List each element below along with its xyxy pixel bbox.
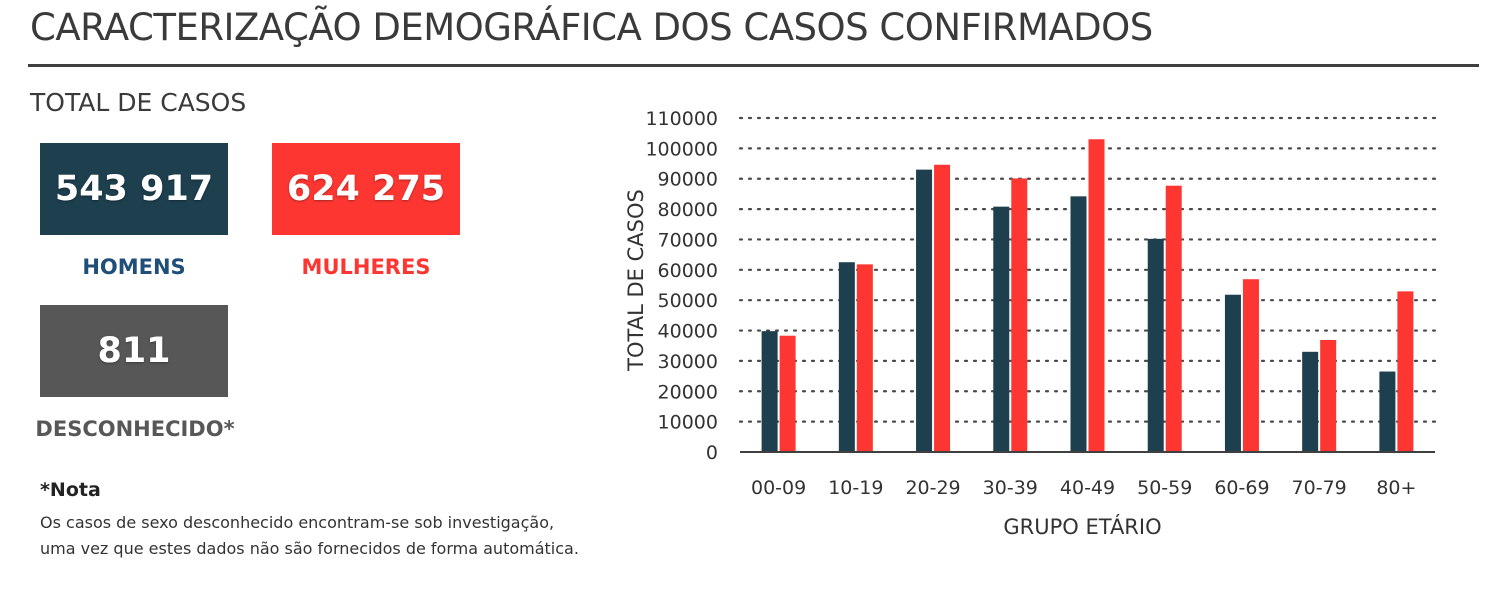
bar-series-1-00-09: [761, 331, 778, 452]
bar-series-1-60-69: [1224, 294, 1241, 452]
total-cases-heading: TOTAL DE CASOS: [30, 88, 247, 117]
bar-series-1-10-19: [838, 262, 855, 452]
x-tick-label: 20-29: [905, 477, 960, 499]
y-tick-label: 80000: [658, 199, 718, 221]
chart-bars: [761, 139, 1414, 453]
bar-series-1-20-29: [916, 169, 933, 453]
y-tick-label: 100000: [645, 138, 718, 160]
bar-series-1-80+: [1379, 371, 1396, 452]
note-text: Os casos de sexo desconhecido encontram-…: [40, 510, 620, 562]
note-line-1: Os casos de sexo desconhecido encontram-…: [40, 513, 555, 532]
y-axis-ticks: 0 10000 20000 30000 40000 50000 60000 70000 8000…: [645, 108, 718, 464]
bar-series-2-60-69: [1242, 279, 1259, 452]
y-tick-label: 10000: [658, 412, 718, 434]
unknown-total-box: 811: [40, 305, 228, 397]
y-tick-label: 70000: [658, 229, 718, 251]
bar-series-2-40-49: [1088, 139, 1105, 452]
bar-series-2-80+: [1397, 291, 1414, 452]
y-tick-label: 60000: [658, 260, 718, 282]
x-tick-label: 80+: [1376, 477, 1416, 499]
y-tick-label: 50000: [658, 290, 718, 312]
y-tick-label: 0: [706, 442, 718, 464]
x-tick-label: 30-39: [983, 477, 1038, 499]
men-total-box: 543 917: [40, 143, 228, 235]
page-title: CARACTERIZAÇÃO DEMOGRÁFICA DOS CASOS CON…: [30, 6, 1153, 49]
x-tick-label: 10-19: [828, 477, 883, 499]
x-tick-label: 60-69: [1214, 477, 1269, 499]
y-axis-label: TOTAL DE CASOS: [624, 189, 648, 372]
y-tick-label: 90000: [658, 169, 718, 191]
x-axis-label: GRUPO ETÁRIO: [1003, 514, 1161, 539]
women-label: MULHERES: [301, 255, 431, 279]
bar-series-2-50-59: [1165, 185, 1182, 452]
bar-series-2-30-39: [1011, 178, 1028, 452]
x-tick-label: 00-09: [751, 477, 806, 499]
bar-series-2-00-09: [779, 335, 796, 452]
x-tick-label: 50-59: [1137, 477, 1192, 499]
bar-series-2-20-29: [934, 164, 951, 452]
age-group-bar-chart: 0 10000 20000 30000 40000 50000 60000 70000 8000…: [624, 108, 1437, 539]
title-divider: [28, 64, 1479, 67]
bar-series-1-70-79: [1302, 351, 1319, 452]
x-tick-label: 70-79: [1292, 477, 1347, 499]
y-tick-label: 40000: [658, 321, 718, 343]
bar-series-1-30-39: [993, 206, 1010, 452]
y-tick-label: 20000: [658, 381, 718, 403]
women-total-box: 624 275: [272, 143, 460, 235]
men-label: HOMENS: [82, 255, 186, 279]
note-title: *Nota: [40, 479, 101, 501]
y-tick-label: 30000: [658, 351, 718, 373]
bar-series-1-40-49: [1070, 196, 1087, 452]
note-line-2: uma vez que estes dados não são fornecid…: [40, 539, 579, 558]
bar-series-2-70-79: [1320, 339, 1337, 452]
bar-series-1-50-59: [1147, 238, 1164, 452]
x-tick-label: 40-49: [1060, 477, 1115, 499]
bar-series-2-10-19: [856, 264, 873, 452]
unknown-label: DESCONHECIDO*: [35, 417, 235, 441]
y-tick-label: 110000: [645, 108, 718, 130]
x-axis-ticks: 00-09 10-19 20-29 30-39 40-49 50-59 60-69 70-79…: [751, 477, 1416, 499]
